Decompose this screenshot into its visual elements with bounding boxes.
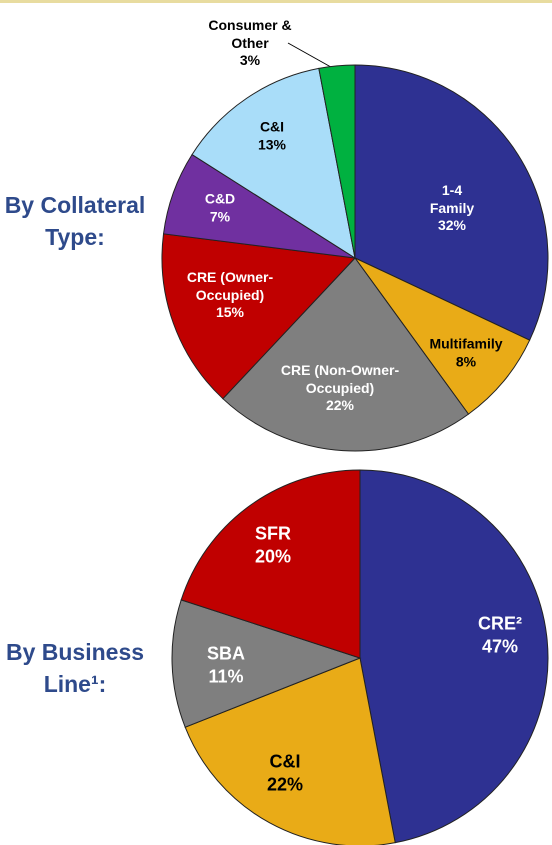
slice-name: C&D — [204, 190, 236, 207]
charts — [161, 42, 549, 845]
slice-name: 1-4 Family — [429, 181, 475, 216]
slice-value: 22% — [266, 774, 304, 794]
pie-slice — [359, 469, 549, 844]
slice-name: Consumer & Other — [208, 16, 292, 51]
pie-slice — [161, 233, 357, 400]
slice-value: 13% — [257, 136, 287, 152]
pie-slice — [171, 599, 362, 728]
slice-value: 3% — [239, 51, 261, 68]
slice-name: CRE (Non-Owner-Occupied) — [280, 361, 400, 396]
pie-slice — [191, 67, 356, 260]
slice-label: CRE (Non-Owner-Occupied) 22% — [265, 362, 415, 415]
slice-name: SBA — [206, 643, 245, 664]
slice-value: 7% — [209, 208, 231, 224]
pie-slice — [222, 257, 470, 452]
slice-label: CRE (Owner-Occupied) 15% — [173, 269, 288, 322]
chart-title: By Business Line¹: — [5, 638, 145, 697]
slice-label: C&D 7% — [190, 191, 250, 226]
slice-value: 20% — [254, 546, 292, 566]
chart-title: By Collateral Type: — [4, 191, 146, 250]
slice-value: 8% — [455, 353, 477, 369]
slice-value: 11% — [208, 666, 244, 686]
slice-label: Multifamily 8% — [416, 336, 516, 371]
slice-name: SFR — [255, 523, 291, 544]
slice-value: 15% — [215, 303, 245, 320]
slice-label: C&I 13% — [242, 119, 302, 154]
slice-name: CRE (Owner-Occupied) — [186, 268, 274, 303]
slice-value: 47% — [481, 636, 519, 656]
slice-name: Multifamily — [429, 335, 503, 352]
pie-slice — [354, 64, 549, 341]
slice-name: CRE² — [478, 613, 522, 634]
slice-value: 32% — [437, 216, 467, 233]
slice-value: 22% — [325, 396, 355, 413]
slice-name: C&I — [269, 751, 301, 772]
slice-label: Consumer & Other 3% — [205, 17, 295, 70]
slice-label: SFR 20% — [243, 523, 303, 568]
pie-slice — [180, 469, 361, 659]
slice-name: C&I — [259, 118, 285, 135]
pie-slice — [318, 64, 356, 259]
slice-label: C&I 22% — [255, 751, 315, 796]
slice-label: 1-4 Family 32% — [427, 182, 477, 235]
slice-label: SBA 11% — [196, 643, 256, 688]
pie-slice — [184, 657, 396, 845]
slice-label: CRE² 47% — [470, 613, 530, 658]
pie-slice — [354, 257, 531, 415]
